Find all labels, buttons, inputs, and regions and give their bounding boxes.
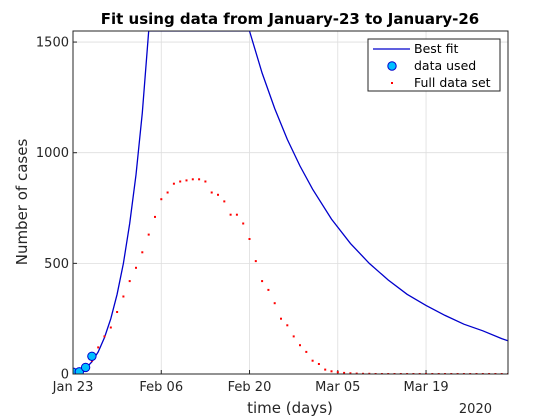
full-data-point <box>166 191 169 194</box>
x-secondary-label: 2020 <box>459 402 492 417</box>
y-tick-label: 0 <box>61 368 69 383</box>
y-tick-label: 1500 <box>36 36 69 51</box>
full-data-point <box>97 346 100 349</box>
x-tick-labels: Jan 23 Feb 06 Feb 20 Mar 05 Mar 19 <box>52 380 449 395</box>
y-tick-labels: 0 500 1000 1500 <box>36 36 69 383</box>
full-data-point <box>311 359 314 362</box>
x-tick-label: Mar 19 <box>403 380 448 395</box>
full-data-point <box>235 213 238 216</box>
full-data-point <box>154 215 156 218</box>
full-data-point <box>324 368 327 371</box>
full-data-point <box>217 193 219 196</box>
data-used-point <box>80 362 91 373</box>
x-tick-label: Feb 20 <box>228 380 272 395</box>
full-data-point <box>261 280 264 283</box>
legend: Best fit data used Full data set <box>367 38 501 92</box>
x-tick-label: Feb 06 <box>139 380 183 395</box>
full-data-point <box>280 317 282 320</box>
full-data-point <box>273 302 276 305</box>
x-axis-label: time (days) <box>247 399 333 417</box>
full-data-point <box>292 335 295 338</box>
full-data-point <box>116 311 119 313</box>
full-data-point <box>336 371 339 374</box>
full-data-point <box>147 233 150 236</box>
data-used-point <box>87 351 97 361</box>
y-tick-label: 1000 <box>36 146 69 161</box>
full-data-point <box>330 370 333 373</box>
full-data-point <box>204 180 207 183</box>
full-data-point <box>198 178 201 181</box>
legend-marker-full-data <box>391 82 393 84</box>
full-data-point <box>141 251 144 254</box>
full-data-point <box>362 372 364 374</box>
full-data-point <box>299 344 301 347</box>
full-data-point <box>286 324 289 327</box>
full-data-point <box>343 371 346 374</box>
chart-title: Fit using data from January-23 to Januar… <box>101 10 479 28</box>
full-data-point <box>122 295 125 298</box>
full-data-point <box>248 238 251 240</box>
y-axis-label: Number of cases <box>13 139 31 266</box>
full-data-point <box>242 222 245 225</box>
plot-frame <box>72 30 509 375</box>
full-data-point <box>229 213 232 216</box>
x-tick-label: Mar 05 <box>315 380 360 395</box>
full-data-point <box>223 200 226 203</box>
full-data-point <box>179 180 182 183</box>
full-data-point <box>317 363 320 365</box>
full-data-point <box>185 179 188 182</box>
y-tick-label: 500 <box>44 257 69 272</box>
legend-marker-data-used <box>387 61 397 71</box>
full-data-point <box>172 182 175 185</box>
legend-label-best-fit: Best fit <box>414 41 459 56</box>
full-data-point <box>210 191 213 194</box>
full-data-point <box>109 326 112 329</box>
full-data-point <box>368 372 371 374</box>
full-data-point <box>254 260 257 263</box>
full-data-point <box>305 350 308 353</box>
x-tick-label: Jan 23 <box>52 380 94 395</box>
full-data-point <box>160 198 163 201</box>
legend-label-data-used: data used <box>414 58 476 73</box>
full-data-point <box>103 335 106 338</box>
full-data-point <box>135 266 137 269</box>
full-data-point <box>128 280 131 283</box>
legend-label-full-data: Full data set <box>414 75 491 90</box>
series-best-fit-line <box>73 31 508 374</box>
full-data-point <box>349 372 352 374</box>
full-data-point <box>191 178 194 181</box>
full-data-point <box>267 288 270 291</box>
full-data-point <box>355 372 358 374</box>
